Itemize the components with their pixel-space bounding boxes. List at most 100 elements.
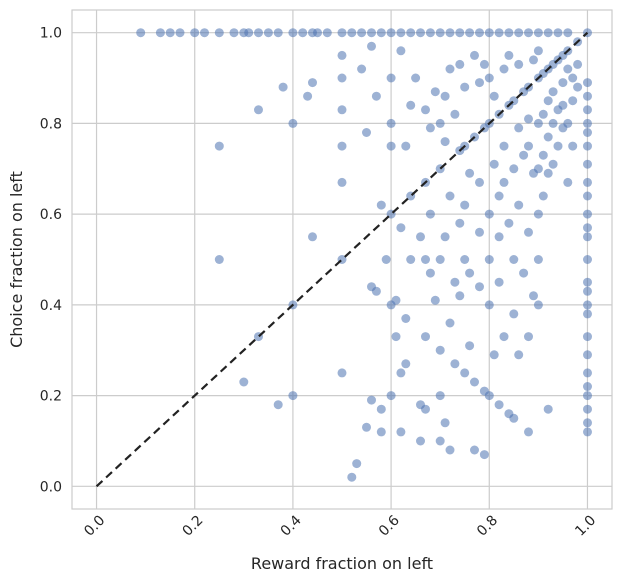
data-point [583,300,592,310]
data-point [548,87,558,97]
data-point [357,28,367,38]
data-point [484,209,494,219]
data-point [465,268,475,278]
data-point [509,413,519,423]
data-point [479,450,489,460]
data-point [484,73,494,83]
data-point [190,28,200,38]
data-point [583,368,592,378]
data-point [568,96,578,106]
data-point [254,28,263,38]
data-point [244,28,254,38]
data-point [406,28,416,38]
data-point [440,91,450,101]
x-tick-label: 1.0 [572,513,599,540]
data-point [583,91,592,101]
data-point [136,28,146,38]
x-tick-label: 0.8 [474,513,501,540]
data-point [499,141,509,151]
data-point [421,105,430,115]
data-point [563,177,573,187]
data-point [499,177,509,187]
data-point [543,132,553,142]
data-point [430,87,440,97]
data-point [450,109,460,119]
y-tick-label: 0.0 [40,479,62,495]
data-point [484,300,494,310]
data-point [465,28,475,38]
data-point [421,404,430,414]
data-point [563,28,573,38]
data-point [430,295,440,305]
data-point [440,137,450,147]
data-point [435,118,445,128]
data-point [425,268,435,278]
data-point [386,28,396,38]
data-point [524,28,533,38]
data-point [239,377,249,387]
y-tick-label: 0.6 [40,207,62,223]
data-point [357,64,367,74]
data-point [308,232,317,242]
data-point [337,177,347,187]
data-point [337,105,347,115]
data-point [435,436,445,446]
data-point [583,286,592,296]
data-point [538,191,548,201]
data-point [583,105,592,115]
data-point [460,82,470,92]
data-point [376,200,386,210]
data-point [362,422,371,432]
data-point [273,28,283,38]
data-point [494,191,504,201]
data-point [337,73,347,83]
data-point [435,28,445,38]
data-point [583,223,592,233]
data-point [543,404,553,414]
data-point [504,28,514,38]
data-point [494,232,504,242]
data-point [347,28,357,38]
data-point [484,391,494,401]
data-point [411,73,421,83]
data-point [376,404,386,414]
data-point [435,391,445,401]
x-tick-label: 0.4 [278,512,305,539]
data-point [396,427,406,437]
data-point [568,141,578,151]
data-point [499,64,509,74]
x-tick-label: 0.2 [179,513,206,540]
data-point [583,277,592,287]
data-point [489,91,499,101]
data-point [421,255,430,264]
data-point [543,28,553,38]
data-point [371,286,381,296]
data-point [425,123,435,133]
data-point [583,332,592,342]
data-point [367,41,376,51]
data-point [470,445,479,455]
x-tick-label: 0.0 [81,513,108,540]
data-point [514,200,524,210]
data-point [313,28,322,38]
data-point [583,128,592,137]
data-point [538,150,548,160]
data-point [435,345,445,355]
data-point [396,28,406,38]
data-point [509,164,519,174]
data-point [435,255,445,264]
data-point [200,28,209,38]
data-point [367,28,376,38]
data-point [514,350,524,360]
data-point [583,255,592,264]
data-point [553,141,563,151]
y-tick-labels: 0.0 0.2 0.4 0.6 0.8 1.0 [40,26,62,496]
data-point [165,28,175,38]
data-point [381,255,391,264]
data-point [533,164,543,174]
data-point [519,268,529,278]
x-axis-label: Reward fraction on left [251,554,433,573]
data-point [563,118,573,128]
data-point [543,168,553,178]
data-point [524,227,533,237]
